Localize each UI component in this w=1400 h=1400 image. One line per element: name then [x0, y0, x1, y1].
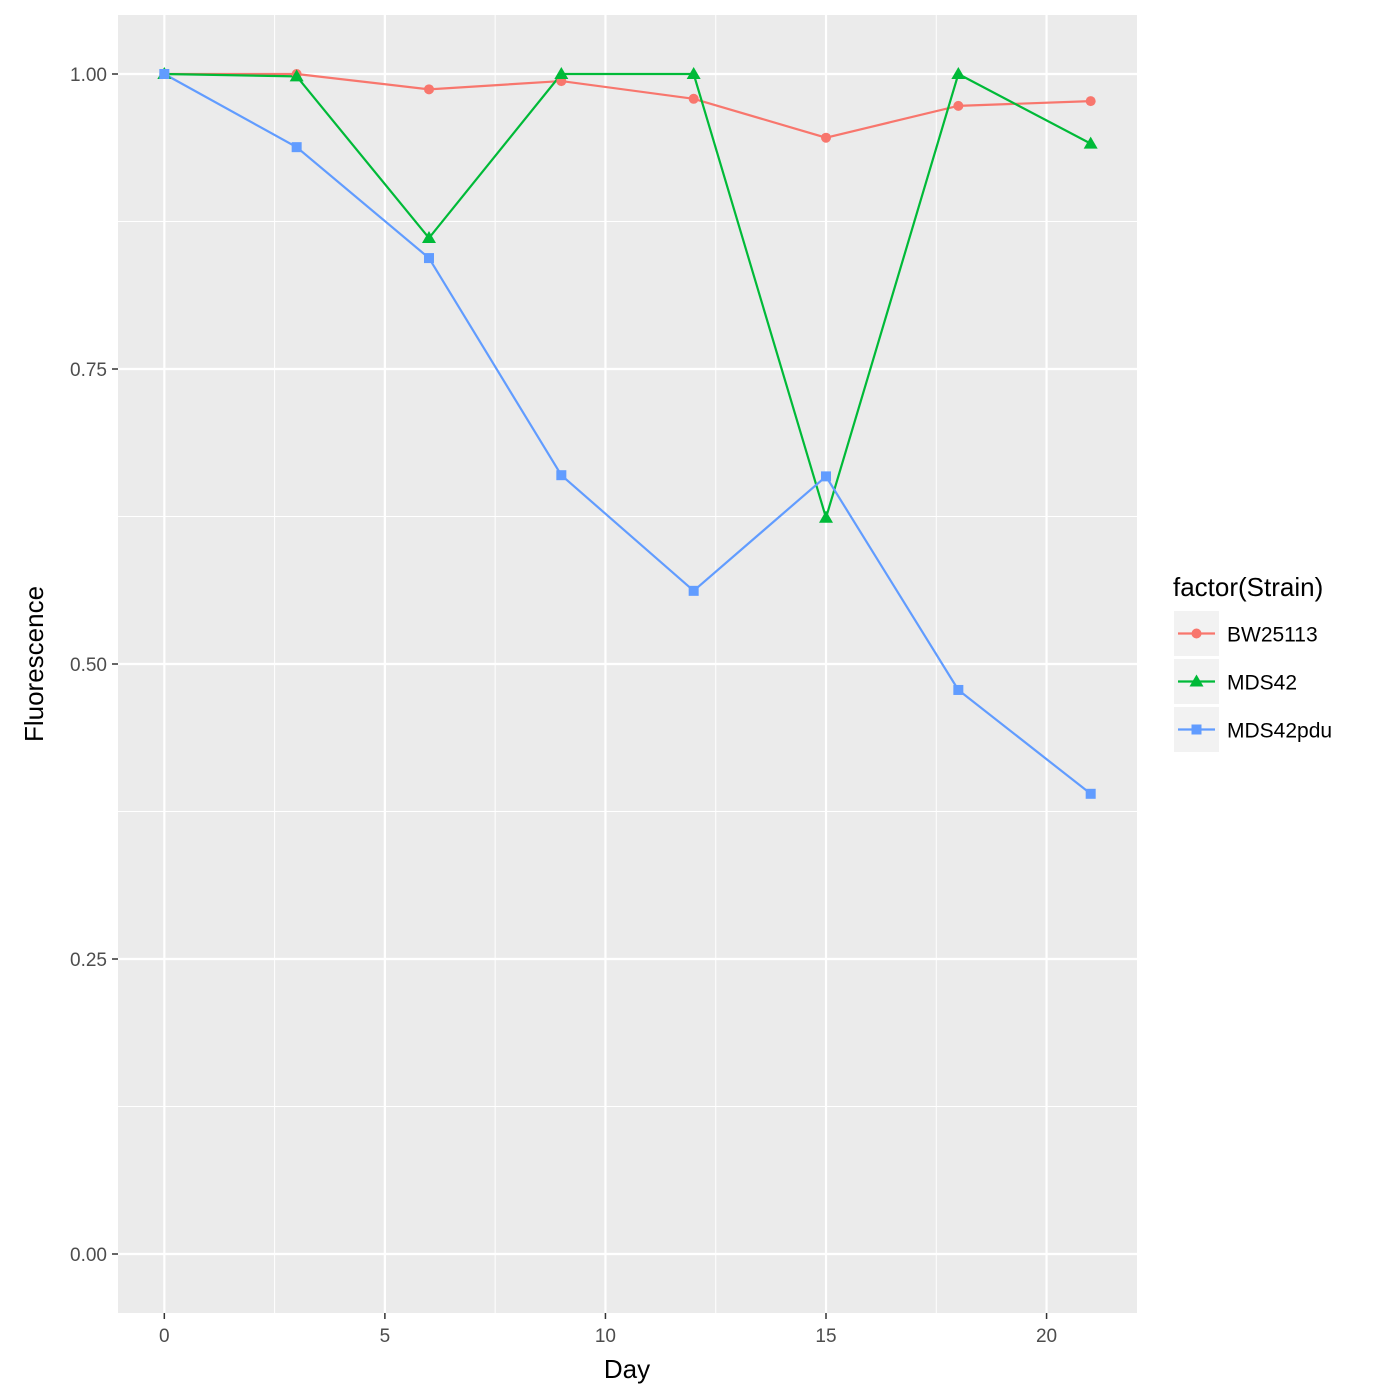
y-axis: 0.00 0.25 0.50 0.75 1.00	[70, 65, 118, 1266]
legend-label-MDS42pdu: MDS42pdu	[1227, 720, 1332, 743]
x-tick-label: 10	[595, 1326, 616, 1347]
x-tick-label: 20	[1036, 1326, 1057, 1347]
x-axis-title: Day	[604, 1354, 650, 1384]
x-axis: 0 5 10 15 20	[159, 1313, 1057, 1347]
legend: factor(Strain) BW25113 MDS42 MDS42pdu	[1173, 572, 1332, 752]
legend-label-BW25113: BW25113	[1227, 624, 1318, 647]
data-point-MDS42pdu	[159, 69, 170, 79]
data-point-MDS42	[421, 231, 436, 244]
data-point-BW25113	[953, 100, 964, 111]
legend-label-MDS42: MDS42	[1227, 672, 1297, 695]
data-point-MDS42	[951, 67, 966, 80]
x-tick-label: 5	[380, 1326, 391, 1347]
data-point-MDS42pdu	[423, 253, 434, 264]
data-point-MDS42pdu	[291, 142, 302, 153]
data-point-BW25113	[423, 84, 434, 95]
data-point-BW25113	[688, 93, 699, 104]
y-axis-title: Fluorescence	[19, 586, 49, 742]
data-point-MDS42pdu	[1085, 788, 1096, 799]
series-line-BW25113	[164, 72, 1091, 139]
data-point-MDS42	[686, 67, 701, 80]
data-point-MDS42pdu	[556, 470, 567, 481]
legend-key-marker	[1189, 674, 1204, 687]
data-point-MDS42pdu	[953, 684, 964, 695]
series-layer	[157, 67, 1098, 799]
y-tick-label: 1.00	[70, 65, 107, 86]
x-tick-label: 15	[815, 1326, 836, 1347]
data-point-MDS42	[819, 510, 834, 523]
legend-key-marker	[1191, 628, 1202, 639]
y-tick-label: 0.25	[70, 950, 107, 971]
data-point-MDS42pdu	[821, 471, 832, 482]
x-tick-label: 0	[159, 1326, 170, 1347]
legend-key-marker	[1191, 724, 1202, 735]
data-point-MDS42	[1083, 136, 1098, 149]
y-tick-label: 0.75	[70, 360, 107, 381]
data-point-BW25113	[821, 132, 832, 143]
data-point-MDS42	[554, 67, 569, 80]
y-tick-label: 0.00	[70, 1245, 107, 1266]
legend-title: factor(Strain)	[1173, 572, 1323, 602]
series-line-MDS42	[164, 72, 1092, 522]
y-tick-label: 0.50	[70, 655, 107, 676]
series-line-MDS42pdu	[163, 73, 1092, 795]
data-point-MDS42	[289, 69, 304, 82]
data-point-BW25113	[1085, 96, 1096, 107]
data-point-MDS42pdu	[688, 585, 699, 596]
